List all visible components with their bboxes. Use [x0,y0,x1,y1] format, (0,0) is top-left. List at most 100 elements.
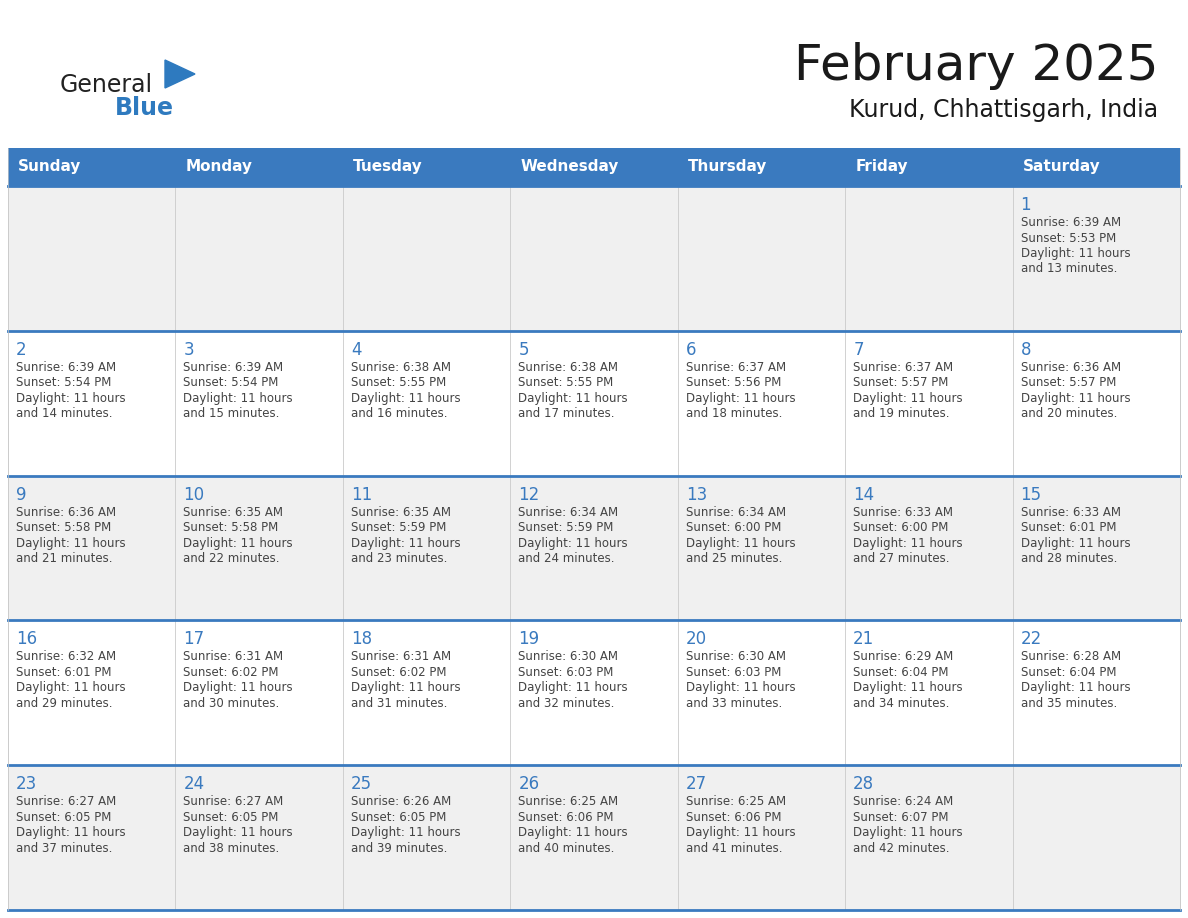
Text: 2: 2 [15,341,26,359]
Text: 14: 14 [853,486,874,504]
Text: and 19 minutes.: and 19 minutes. [853,408,949,420]
Text: 27: 27 [685,775,707,793]
Bar [1012,186,1180,330]
Text: Sunrise: 6:30 AM: Sunrise: 6:30 AM [518,650,618,664]
Text: Daylight: 11 hours: Daylight: 11 hours [350,681,461,694]
Text: 13: 13 [685,486,707,504]
Text: Daylight: 11 hours: Daylight: 11 hours [853,826,962,839]
Text: Sunrise: 6:34 AM: Sunrise: 6:34 AM [518,506,619,519]
Bar [8,766,176,910]
Text: Daylight: 11 hours: Daylight: 11 hours [1020,681,1130,694]
Text: 24: 24 [183,775,204,793]
Text: Daylight: 11 hours: Daylight: 11 hours [853,537,962,550]
Bar [8,186,176,330]
Text: and 21 minutes.: and 21 minutes. [15,552,113,565]
Bar [343,476,511,621]
Text: Daylight: 11 hours: Daylight: 11 hours [685,537,795,550]
Text: Sunrise: 6:35 AM: Sunrise: 6:35 AM [350,506,451,519]
Text: 3: 3 [183,341,194,359]
Text: and 42 minutes.: and 42 minutes. [853,842,949,855]
Text: Sunset: 5:54 PM: Sunset: 5:54 PM [183,376,279,389]
Text: 7: 7 [853,341,864,359]
Text: and 16 minutes.: and 16 minutes. [350,408,448,420]
Text: and 38 minutes.: and 38 minutes. [183,842,279,855]
Bar [343,186,511,330]
Text: Sunrise: 6:26 AM: Sunrise: 6:26 AM [350,795,451,808]
Text: and 14 minutes.: and 14 minutes. [15,408,113,420]
Text: 1: 1 [1020,196,1031,214]
Text: 11: 11 [350,486,372,504]
Text: Sunrise: 6:28 AM: Sunrise: 6:28 AM [1020,650,1120,664]
Text: Sunday: Sunday [18,160,81,174]
Text: Sunset: 6:05 PM: Sunset: 6:05 PM [350,811,447,823]
Text: and 32 minutes.: and 32 minutes. [518,697,614,710]
Text: Daylight: 11 hours: Daylight: 11 hours [350,537,461,550]
Text: Sunset: 5:56 PM: Sunset: 5:56 PM [685,376,781,389]
Text: 28: 28 [853,775,874,793]
Text: Sunset: 6:05 PM: Sunset: 6:05 PM [15,811,112,823]
Text: Sunrise: 6:29 AM: Sunrise: 6:29 AM [853,650,954,664]
Text: Daylight: 11 hours: Daylight: 11 hours [183,681,293,694]
Text: Sunrise: 6:36 AM: Sunrise: 6:36 AM [15,506,116,519]
Text: Sunset: 5:59 PM: Sunset: 5:59 PM [350,521,447,534]
Text: Sunset: 5:59 PM: Sunset: 5:59 PM [518,521,614,534]
Text: 12: 12 [518,486,539,504]
Text: and 35 minutes.: and 35 minutes. [1020,697,1117,710]
Text: Daylight: 11 hours: Daylight: 11 hours [183,392,293,405]
Bar [1012,476,1180,621]
Text: Sunset: 5:57 PM: Sunset: 5:57 PM [1020,376,1116,389]
Text: and 37 minutes.: and 37 minutes. [15,842,113,855]
Bar [511,621,677,766]
Bar [176,621,343,766]
Text: Sunset: 5:58 PM: Sunset: 5:58 PM [183,521,279,534]
Bar [511,476,677,621]
Bar [511,766,677,910]
Text: Sunrise: 6:35 AM: Sunrise: 6:35 AM [183,506,284,519]
Text: Sunset: 5:57 PM: Sunset: 5:57 PM [853,376,948,389]
Text: Sunrise: 6:27 AM: Sunrise: 6:27 AM [15,795,116,808]
Bar [176,186,343,330]
Text: Friday: Friday [855,160,908,174]
Text: Daylight: 11 hours: Daylight: 11 hours [853,392,962,405]
Text: Blue: Blue [115,96,173,120]
Bar [677,621,845,766]
Text: and 27 minutes.: and 27 minutes. [853,552,949,565]
Text: Sunset: 5:54 PM: Sunset: 5:54 PM [15,376,112,389]
Text: Sunrise: 6:39 AM: Sunrise: 6:39 AM [1020,216,1120,229]
Text: Sunrise: 6:38 AM: Sunrise: 6:38 AM [518,361,618,374]
Text: Sunrise: 6:25 AM: Sunrise: 6:25 AM [685,795,785,808]
Bar [677,186,845,330]
Bar [677,330,845,476]
Text: Sunrise: 6:30 AM: Sunrise: 6:30 AM [685,650,785,664]
Text: Daylight: 11 hours: Daylight: 11 hours [183,826,293,839]
Text: and 41 minutes.: and 41 minutes. [685,842,782,855]
Text: Sunrise: 6:33 AM: Sunrise: 6:33 AM [1020,506,1120,519]
Text: Sunset: 6:04 PM: Sunset: 6:04 PM [853,666,949,679]
Text: Tuesday: Tuesday [353,160,423,174]
Text: February 2025: February 2025 [794,42,1158,90]
Text: Sunset: 6:01 PM: Sunset: 6:01 PM [1020,521,1116,534]
Text: Daylight: 11 hours: Daylight: 11 hours [1020,247,1130,260]
Text: Daylight: 11 hours: Daylight: 11 hours [350,826,461,839]
Bar [845,330,1012,476]
Bar [343,148,511,186]
Text: 6: 6 [685,341,696,359]
Bar [176,476,343,621]
Text: Thursday: Thursday [688,160,767,174]
Bar [511,330,677,476]
Text: Daylight: 11 hours: Daylight: 11 hours [15,826,126,839]
Text: Sunrise: 6:39 AM: Sunrise: 6:39 AM [183,361,284,374]
Text: and 15 minutes.: and 15 minutes. [183,408,280,420]
Text: Daylight: 11 hours: Daylight: 11 hours [853,681,962,694]
Text: 17: 17 [183,631,204,648]
Text: and 17 minutes.: and 17 minutes. [518,408,614,420]
Text: Sunset: 6:07 PM: Sunset: 6:07 PM [853,811,949,823]
Text: Sunset: 5:55 PM: Sunset: 5:55 PM [350,376,447,389]
Bar [343,766,511,910]
Text: Daylight: 11 hours: Daylight: 11 hours [1020,537,1130,550]
Text: 25: 25 [350,775,372,793]
Text: 22: 22 [1020,631,1042,648]
Text: and 22 minutes.: and 22 minutes. [183,552,280,565]
Text: 26: 26 [518,775,539,793]
Text: and 40 minutes.: and 40 minutes. [518,842,614,855]
